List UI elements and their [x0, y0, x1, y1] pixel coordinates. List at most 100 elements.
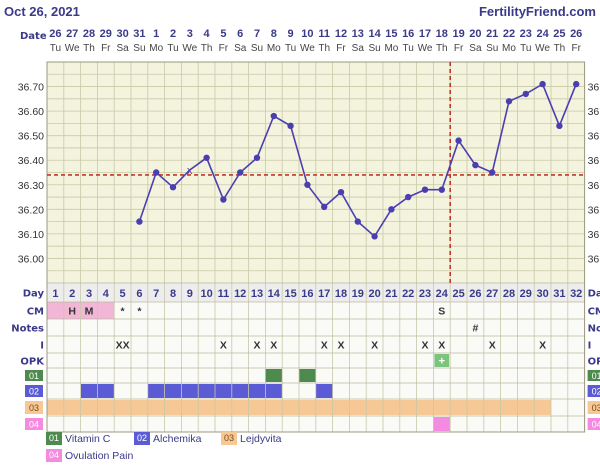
supplement-cell-02 — [215, 384, 232, 398]
legend-label-04: Ovulation Pain — [65, 449, 134, 462]
row-label-day-right: Day — [588, 289, 600, 300]
intercourse-mark: X — [489, 340, 496, 352]
temperature-point — [505, 98, 513, 105]
legend-item-01: 01 Vitamin C — [46, 432, 110, 445]
cycle-day: 29 — [520, 288, 532, 300]
cycle-day: 23 — [419, 288, 431, 300]
cycle-day: 31 — [553, 288, 565, 300]
date-tick: 10 — [301, 28, 313, 40]
supplement-cell-03 — [299, 400, 316, 415]
weekday-tick: We — [418, 43, 433, 54]
supplement-cell-03 — [97, 400, 115, 415]
y-tick-right: 36.30 — [588, 180, 600, 192]
intercourse-mark: X — [371, 340, 378, 352]
supplement-code-01-right: 01 — [592, 371, 600, 381]
temperature-point — [489, 169, 496, 176]
temperature-point — [321, 203, 328, 211]
row-label-cm-left: CM — [27, 307, 44, 318]
weekday-tick: Sa — [116, 43, 129, 54]
temperature-point — [472, 161, 479, 169]
weekday-tick: Tu — [403, 43, 414, 54]
cycle-day: 21 — [385, 288, 397, 300]
legend-label-03: Lejdyvita — [240, 432, 282, 445]
opk-cell-fill — [434, 354, 450, 367]
weekday-tick: Tu — [520, 43, 531, 54]
weekday-tick: Su — [486, 43, 498, 54]
supplement-chip-02-right — [587, 385, 600, 397]
supplement-cell-03 — [47, 400, 64, 415]
supplement-cell-03 — [198, 400, 215, 415]
date-tick: 30 — [116, 28, 128, 40]
temperature-point — [438, 186, 445, 193]
y-tick-left: 36.00 — [18, 253, 44, 265]
intercourse-mark: X — [253, 340, 260, 352]
weekday-tick: Fr — [336, 43, 346, 54]
date-tick: 18 — [436, 28, 448, 40]
date-tick: 17 — [419, 28, 431, 40]
notes-value: # — [472, 323, 478, 335]
cm-value: * — [121, 306, 126, 318]
supplement-code-01-left: 01 — [29, 371, 39, 381]
date-tick: 1 — [153, 28, 159, 40]
legend-item-03: 03 Lejdyvita — [221, 432, 281, 445]
supplement-code-02-right: 02 — [592, 387, 600, 397]
cycle-day: 16 — [301, 288, 313, 300]
supplement-cell-03 — [282, 400, 299, 415]
cycle-day: 10 — [200, 288, 212, 300]
weekday-tick: Mo — [502, 43, 516, 54]
intercourse-mark: X — [421, 340, 428, 352]
cycle-day: 14 — [268, 288, 281, 300]
cm-value: M — [85, 306, 94, 318]
weekday-tick: We — [300, 43, 315, 54]
temperature-point — [455, 137, 462, 144]
cm-cell-fill — [97, 302, 115, 319]
weekday-tick: Sa — [352, 43, 365, 54]
supplement-cell-01 — [265, 369, 283, 382]
row-label-opk-left: OPK — [20, 357, 45, 368]
y-tick-left: 36.50 — [18, 131, 44, 143]
cycle-day: 6 — [136, 288, 142, 300]
cm-cell-fill — [47, 302, 64, 319]
date-tick: 2 — [170, 28, 176, 40]
cycle-day: 1 — [52, 288, 58, 300]
supplement-cell-03 — [433, 400, 451, 415]
legend-label-02: Alchemika — [153, 432, 202, 445]
supplement-cell-03 — [80, 400, 98, 415]
supplement-cell-02 — [198, 384, 215, 398]
intercourse-mark: X — [321, 340, 328, 352]
legend-code-04: 04 — [46, 449, 63, 462]
cycle-day: 30 — [536, 288, 548, 300]
legend-code-03: 03 — [221, 432, 238, 445]
temperature-point — [421, 186, 429, 193]
row-label-cm-right: CM — [588, 307, 600, 318]
intercourse-mark: XX — [116, 340, 130, 352]
weekday-tick: Tu — [50, 43, 61, 54]
weekday-tick: Tu — [285, 43, 296, 54]
y-tick-left: 36.60 — [18, 106, 44, 118]
date-tick: 5 — [220, 28, 226, 40]
cm-cell-fill — [80, 302, 98, 319]
legend-item-04: 04 Ovulation Pain — [46, 449, 133, 462]
temperature-point — [405, 193, 412, 201]
chart-date: Oct 26, 2021 — [4, 4, 80, 19]
temperature-point — [354, 218, 361, 225]
date-tick: 12 — [335, 28, 347, 40]
temperature-point — [522, 90, 529, 98]
date-tick: 16 — [402, 28, 414, 40]
supplement-cell-03 — [231, 400, 249, 415]
supplement-cell-03 — [349, 400, 367, 415]
legend-code-02: 02 — [134, 432, 151, 445]
cycle-day: 13 — [251, 288, 263, 300]
supplement-cell-03 — [534, 400, 551, 415]
date-tick: 25 — [553, 28, 565, 40]
supplement-chip-01-left — [25, 370, 43, 381]
temperature-point — [337, 188, 345, 196]
row-label-day-left: Day — [23, 289, 45, 300]
opk-value: + — [439, 356, 445, 368]
supplement-chip-02-left — [25, 385, 43, 397]
weekday-tick: We — [182, 43, 197, 54]
row-label-intercourse-left: I — [40, 341, 44, 352]
supplement-cell-03 — [114, 400, 131, 415]
supplement-cell-02 — [147, 384, 165, 398]
